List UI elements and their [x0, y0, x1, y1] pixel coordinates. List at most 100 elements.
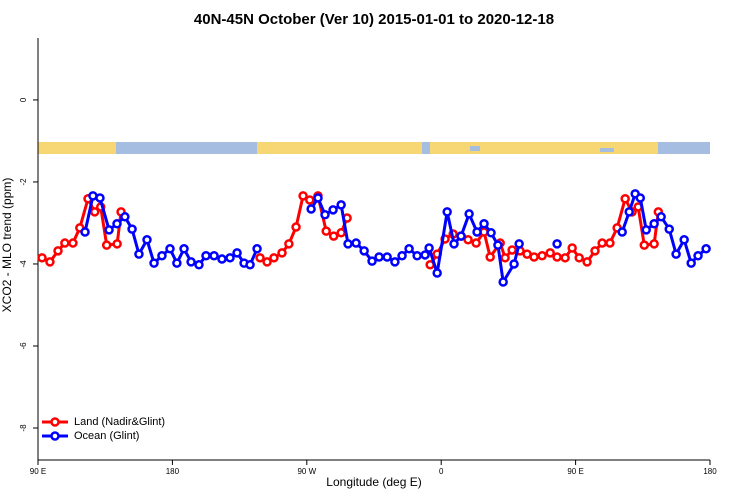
data-point [374, 252, 384, 262]
data-point [693, 251, 703, 261]
legend-marker [50, 417, 60, 427]
data-point [597, 238, 607, 248]
x-axis-label: Longitude (deg E) [326, 475, 421, 489]
data-point [277, 248, 287, 258]
chart-title: 40N-45N October (Ver 10) 2015-01-01 to 2… [194, 11, 554, 28]
data-point [485, 252, 495, 262]
data-point [201, 251, 211, 261]
x-tick-label: 90 W [297, 467, 316, 476]
data-point [582, 257, 592, 267]
data-point [298, 191, 308, 201]
data-point [471, 238, 481, 248]
data-point [641, 225, 651, 235]
data-point [45, 257, 55, 267]
data-point [134, 249, 144, 259]
data-point [574, 253, 584, 263]
legend-label: Land (Nadir&Glint) [74, 416, 165, 428]
data-point [498, 277, 508, 287]
legend: Land (Nadir&Glint) Ocean (Glint) [42, 416, 165, 442]
data-point [432, 268, 442, 278]
data-point [442, 207, 452, 217]
data-point [112, 219, 122, 229]
data-point [456, 231, 466, 241]
data-point [89, 207, 100, 217]
data-point [112, 239, 122, 249]
x-tick-label: 180 [703, 467, 717, 476]
data-point [507, 245, 517, 255]
data-point [552, 239, 562, 249]
legend-label: Ocean (Glint) [74, 430, 139, 442]
data-point [567, 243, 577, 253]
data-point [464, 209, 474, 219]
y-tick-label: 0 [19, 97, 28, 102]
data-point [217, 254, 227, 264]
data-point [269, 253, 279, 263]
data-point [649, 219, 659, 229]
data-point [186, 257, 196, 267]
data-point [590, 246, 600, 256]
data-point [252, 244, 262, 254]
data-point [679, 235, 689, 245]
data-point [255, 253, 265, 263]
data-point [194, 260, 204, 270]
y-axis-label: XCO2 - MLO trend (ppm) [0, 178, 14, 313]
y-tick-label: -2 [19, 178, 28, 186]
data-point [305, 195, 315, 205]
data-point [493, 240, 503, 250]
data-point [306, 204, 316, 214]
data-point [424, 243, 434, 253]
data-point [165, 244, 175, 254]
data-point [382, 252, 392, 262]
data-point [545, 248, 555, 258]
data-point [321, 226, 331, 236]
data-point [262, 257, 272, 267]
data-point [412, 251, 422, 261]
data-point [37, 253, 47, 263]
data-point [463, 235, 473, 245]
land-ocean-strip [38, 142, 710, 154]
data-point [172, 258, 182, 268]
data-point [149, 258, 159, 268]
legend-marker [50, 431, 60, 441]
y-tick-label: -4 [19, 260, 28, 268]
data-point [336, 228, 346, 238]
data-point [552, 252, 562, 262]
data-point [635, 193, 646, 203]
data-point [514, 239, 524, 249]
data-point [291, 222, 301, 232]
x-tick-label: 0 [439, 467, 444, 476]
data-point [397, 251, 407, 261]
data-point [649, 239, 659, 249]
data-point [420, 250, 430, 260]
data-point [104, 225, 114, 235]
data-point [624, 207, 634, 217]
data-point [617, 227, 627, 237]
data-point [284, 239, 294, 249]
data-point [701, 244, 711, 254]
data-point [142, 235, 152, 245]
data-point [671, 249, 681, 259]
data-point [120, 212, 130, 222]
data-point [328, 231, 339, 241]
data-point [620, 194, 630, 204]
data-point [245, 260, 255, 270]
data-point [500, 253, 510, 263]
data-point [53, 246, 63, 256]
data-point [486, 228, 496, 238]
data-point [127, 224, 137, 234]
data-point [472, 227, 482, 237]
data-point [560, 253, 570, 263]
data-point [351, 238, 361, 248]
y-tick-label: -8 [19, 424, 28, 432]
data-point [336, 200, 346, 210]
x-tick-label: 90 E [30, 467, 46, 476]
data-point [404, 244, 414, 254]
y-tick-label: -6 [19, 342, 28, 350]
data-point [60, 238, 70, 248]
data-point [68, 238, 78, 248]
data-point [209, 251, 219, 261]
data-point [529, 252, 539, 262]
data-point [328, 205, 338, 215]
data-point [479, 219, 489, 229]
data-point [664, 224, 674, 234]
